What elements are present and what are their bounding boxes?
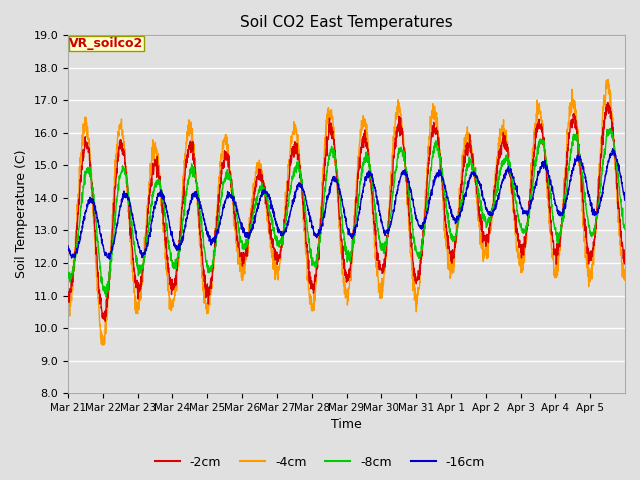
X-axis label: Time: Time [331,419,362,432]
Legend: -2cm, -4cm, -8cm, -16cm: -2cm, -4cm, -8cm, -16cm [150,451,490,474]
Legend:  [68,36,144,51]
Y-axis label: Soil Temperature (C): Soil Temperature (C) [15,150,28,278]
Title: Soil CO2 East Temperatures: Soil CO2 East Temperatures [240,15,453,30]
